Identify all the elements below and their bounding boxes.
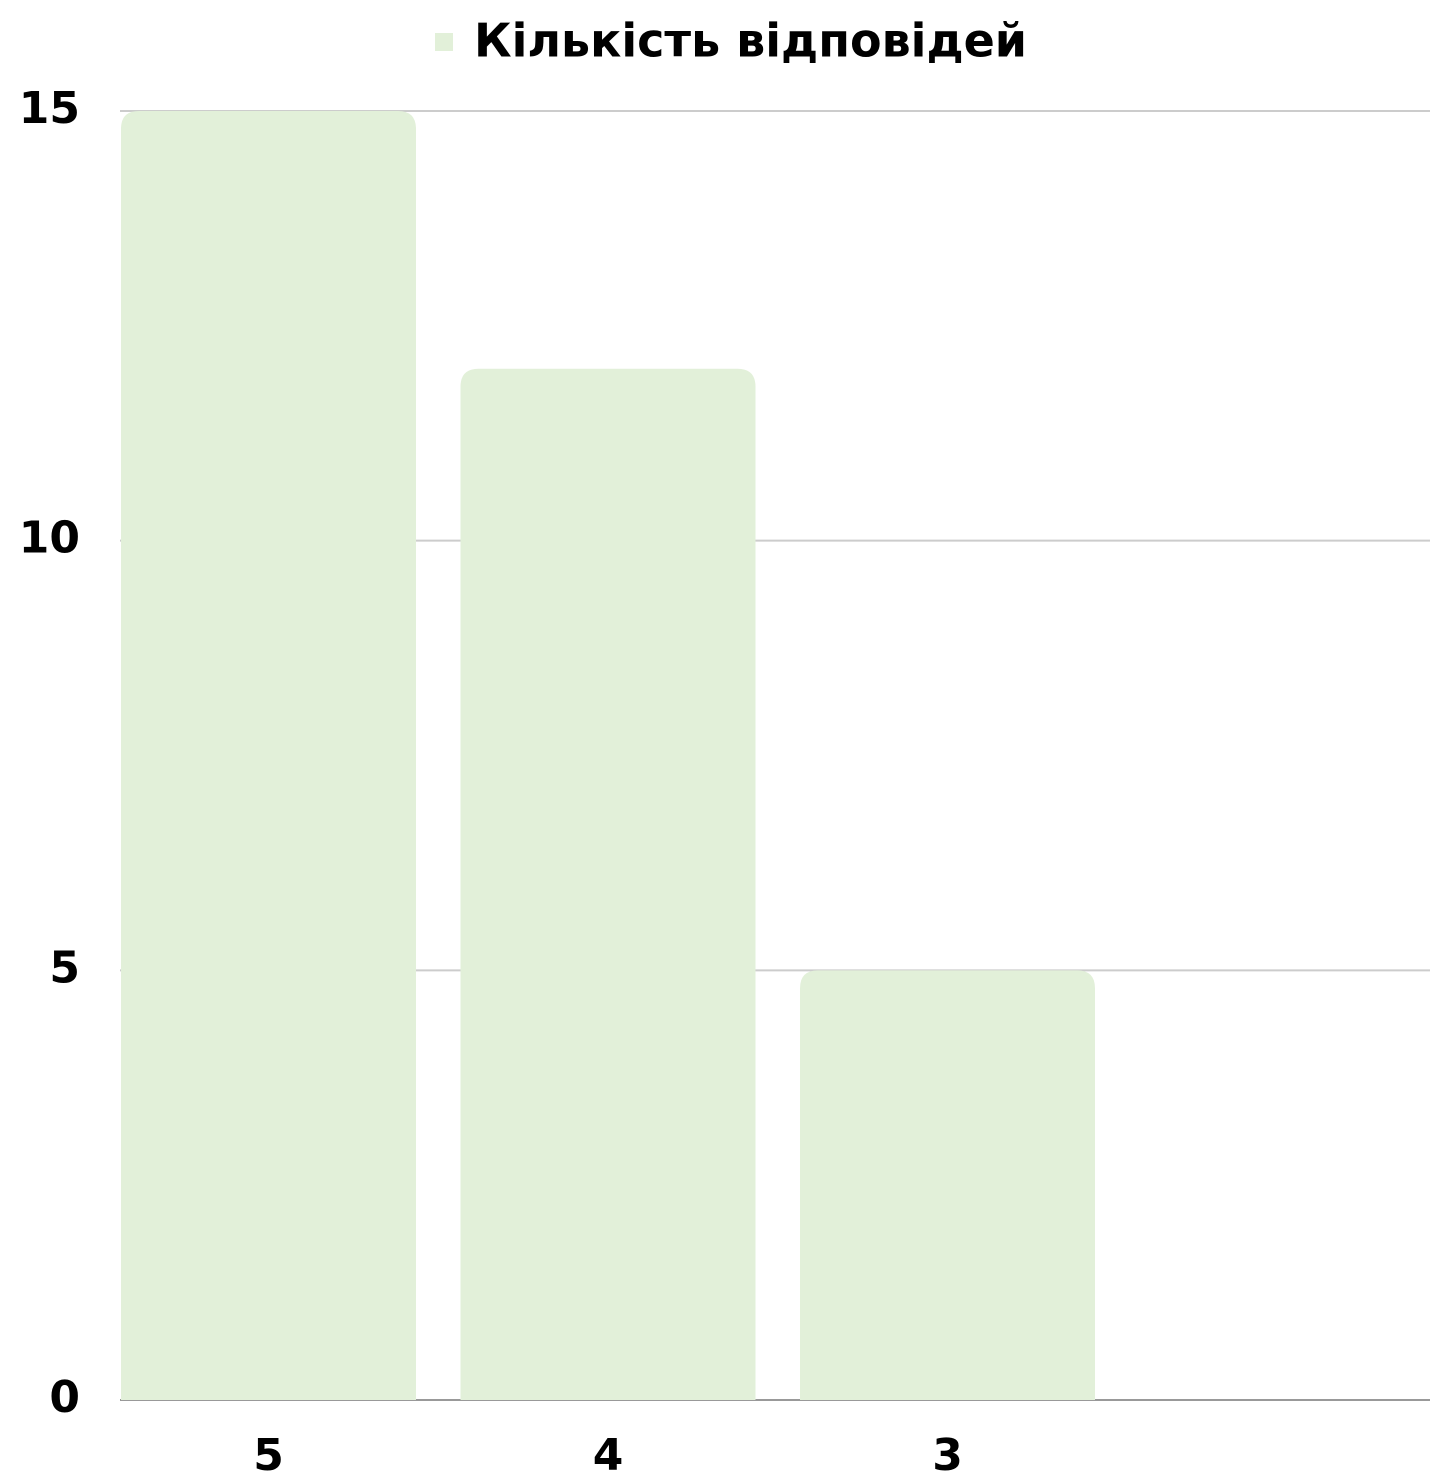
y-tick-label: 15 <box>19 83 80 134</box>
bar <box>121 111 416 1400</box>
y-tick-label: 0 <box>49 1372 80 1423</box>
y-tick-label: 10 <box>19 513 80 564</box>
legend-swatch <box>435 33 453 51</box>
x-tick-label: 3 <box>932 1430 963 1480</box>
x-tick-label: 5 <box>253 1430 284 1480</box>
legend-label: Кількість відповідей <box>474 14 1027 68</box>
x-tick-label: 4 <box>593 1430 624 1480</box>
bars <box>121 111 1095 1400</box>
bar <box>460 368 756 1400</box>
y-tick-label: 5 <box>49 942 80 993</box>
bar <box>800 970 1095 1400</box>
